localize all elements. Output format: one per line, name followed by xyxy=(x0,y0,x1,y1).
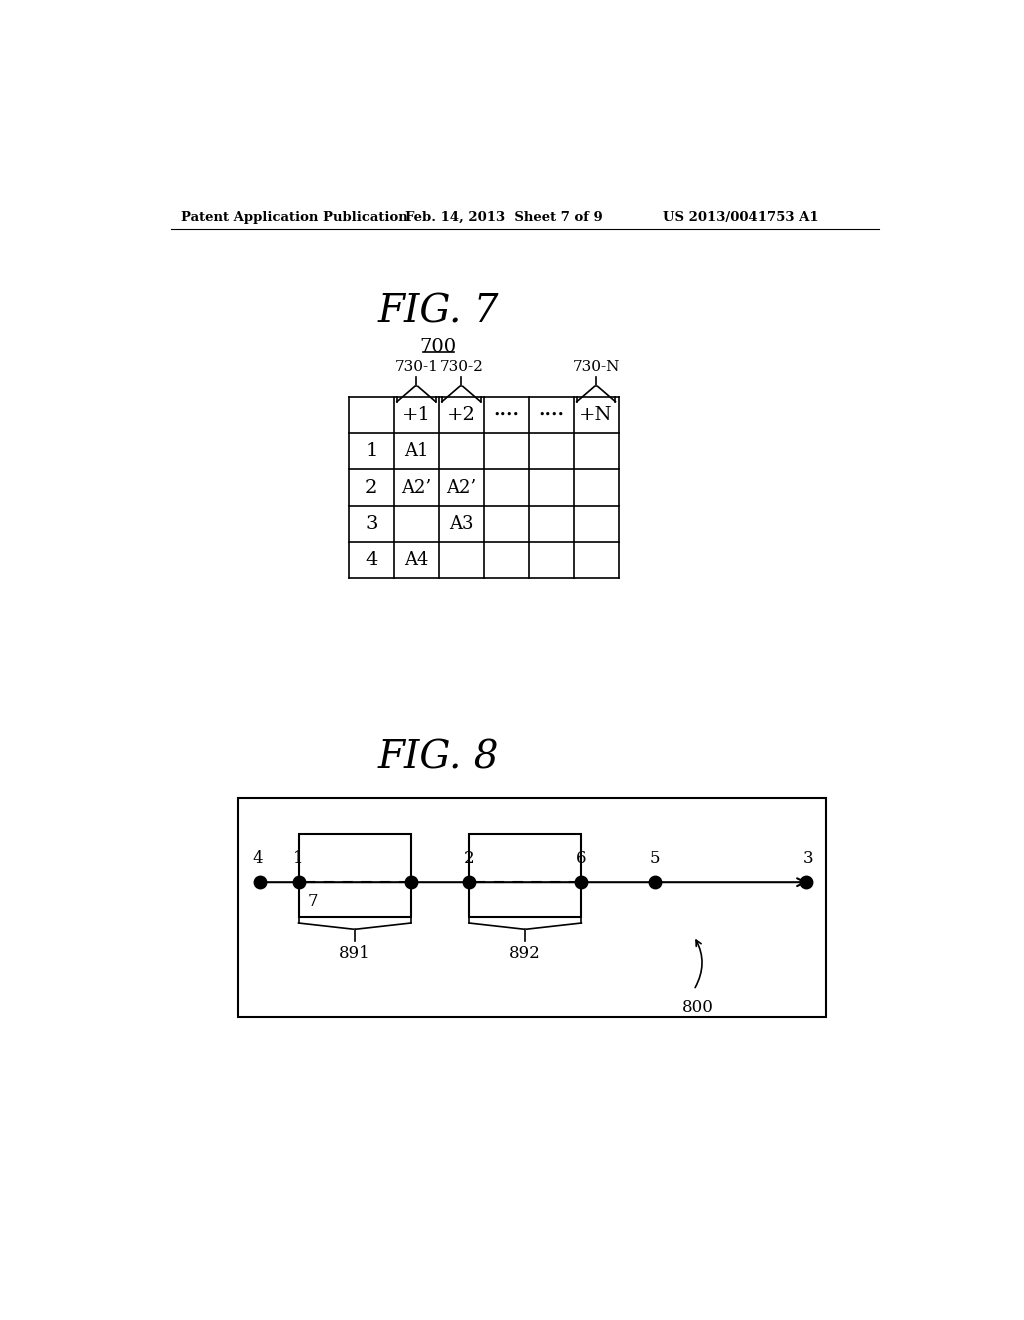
Text: A1: A1 xyxy=(404,442,429,461)
Bar xyxy=(469,834,582,917)
Text: +2: +2 xyxy=(446,407,476,424)
Text: 4: 4 xyxy=(253,850,263,867)
Text: ••••: •••• xyxy=(494,411,519,420)
Text: ••••: •••• xyxy=(539,411,564,420)
Text: Feb. 14, 2013  Sheet 7 of 9: Feb. 14, 2013 Sheet 7 of 9 xyxy=(406,211,603,224)
Text: 700: 700 xyxy=(420,338,457,356)
Text: 730-2: 730-2 xyxy=(439,360,483,374)
Text: FIG. 7: FIG. 7 xyxy=(377,293,499,330)
Text: 2: 2 xyxy=(464,850,474,867)
Text: A2’: A2’ xyxy=(401,479,431,496)
Text: 891: 891 xyxy=(339,945,371,961)
Text: 2: 2 xyxy=(366,479,378,496)
Text: A4: A4 xyxy=(404,550,428,569)
Text: FIG. 8: FIG. 8 xyxy=(377,739,499,776)
Text: +N: +N xyxy=(580,407,612,424)
Bar xyxy=(299,834,411,917)
Text: 5: 5 xyxy=(650,850,660,867)
Text: 730-N: 730-N xyxy=(572,360,620,374)
Text: 800: 800 xyxy=(682,999,714,1016)
Text: A3: A3 xyxy=(449,515,473,533)
Text: 1: 1 xyxy=(366,442,378,461)
Text: 1: 1 xyxy=(293,850,304,867)
Text: +1: +1 xyxy=(401,407,431,424)
Text: 892: 892 xyxy=(509,945,541,961)
Text: 3: 3 xyxy=(803,850,813,867)
Text: 7: 7 xyxy=(307,892,317,909)
Text: 4: 4 xyxy=(366,550,378,569)
Text: US 2013/0041753 A1: US 2013/0041753 A1 xyxy=(663,211,818,224)
Text: 730-1: 730-1 xyxy=(394,360,438,374)
Text: 3: 3 xyxy=(366,515,378,533)
Text: Patent Application Publication: Patent Application Publication xyxy=(180,211,408,224)
Text: 6: 6 xyxy=(577,850,587,867)
Text: A2’: A2’ xyxy=(446,479,476,496)
Bar xyxy=(238,797,825,1016)
